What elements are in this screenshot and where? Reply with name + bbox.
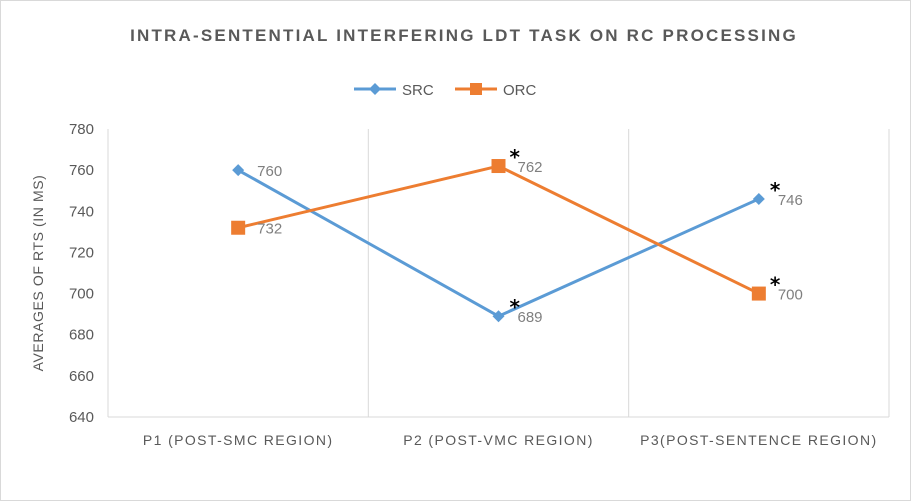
y-tick-label: 780	[69, 121, 94, 138]
data-label-src: 689	[518, 309, 543, 326]
x-tick-label: P2 (POST-VMC REGION)	[403, 432, 594, 448]
y-tick-label: 660	[69, 368, 94, 385]
chart-title: INTRA-SENTENTIAL INTERFERING LDT TASK ON…	[130, 26, 798, 45]
legend-label-src: SRC	[402, 82, 434, 99]
series-line-src	[237, 168, 760, 318]
data-point-orc	[231, 220, 246, 235]
data-label-orc: 700	[778, 287, 803, 304]
significance-marker: *	[510, 145, 521, 169]
y-tick-label: 700	[69, 286, 94, 303]
gridlines	[107, 129, 890, 417]
data-label-orc: 762	[518, 159, 543, 176]
data-label-src: 746	[778, 192, 803, 209]
legend-label-orc: ORC	[503, 82, 537, 99]
y-tick-label: 680	[69, 327, 94, 344]
legend-marker-diamond	[369, 83, 381, 95]
y-tick-label: 720	[69, 244, 94, 261]
y-tick-label: 640	[69, 409, 94, 426]
data-point-src	[232, 164, 245, 177]
data-point-orc	[751, 286, 766, 301]
legend: SRC ORC	[354, 82, 537, 99]
data-label-orc: 732	[257, 221, 282, 238]
axes: 640 660 680 700 720 740 760 780 P1 (POST-SMC REG…	[69, 121, 889, 448]
series-line-orc	[237, 164, 760, 295]
significance-marker: *	[770, 178, 781, 202]
y-tick-label: 740	[69, 203, 94, 220]
data-point-src	[752, 192, 765, 205]
significance-marker: *	[510, 295, 521, 319]
legend-marker-square	[470, 83, 482, 95]
data-label-src: 760	[257, 163, 282, 180]
y-axis-label: AVERAGES OF RTS (IN MS)	[30, 175, 46, 372]
significance-marker: *	[770, 273, 781, 297]
x-tick-label: P1 (POST-SMC REGION)	[143, 432, 334, 448]
x-tick-label: P3(POST-SENTENCE REGION)	[640, 432, 877, 448]
y-tick-label: 760	[69, 162, 94, 179]
data-point-orc	[491, 159, 506, 174]
data-point-src	[492, 310, 505, 323]
